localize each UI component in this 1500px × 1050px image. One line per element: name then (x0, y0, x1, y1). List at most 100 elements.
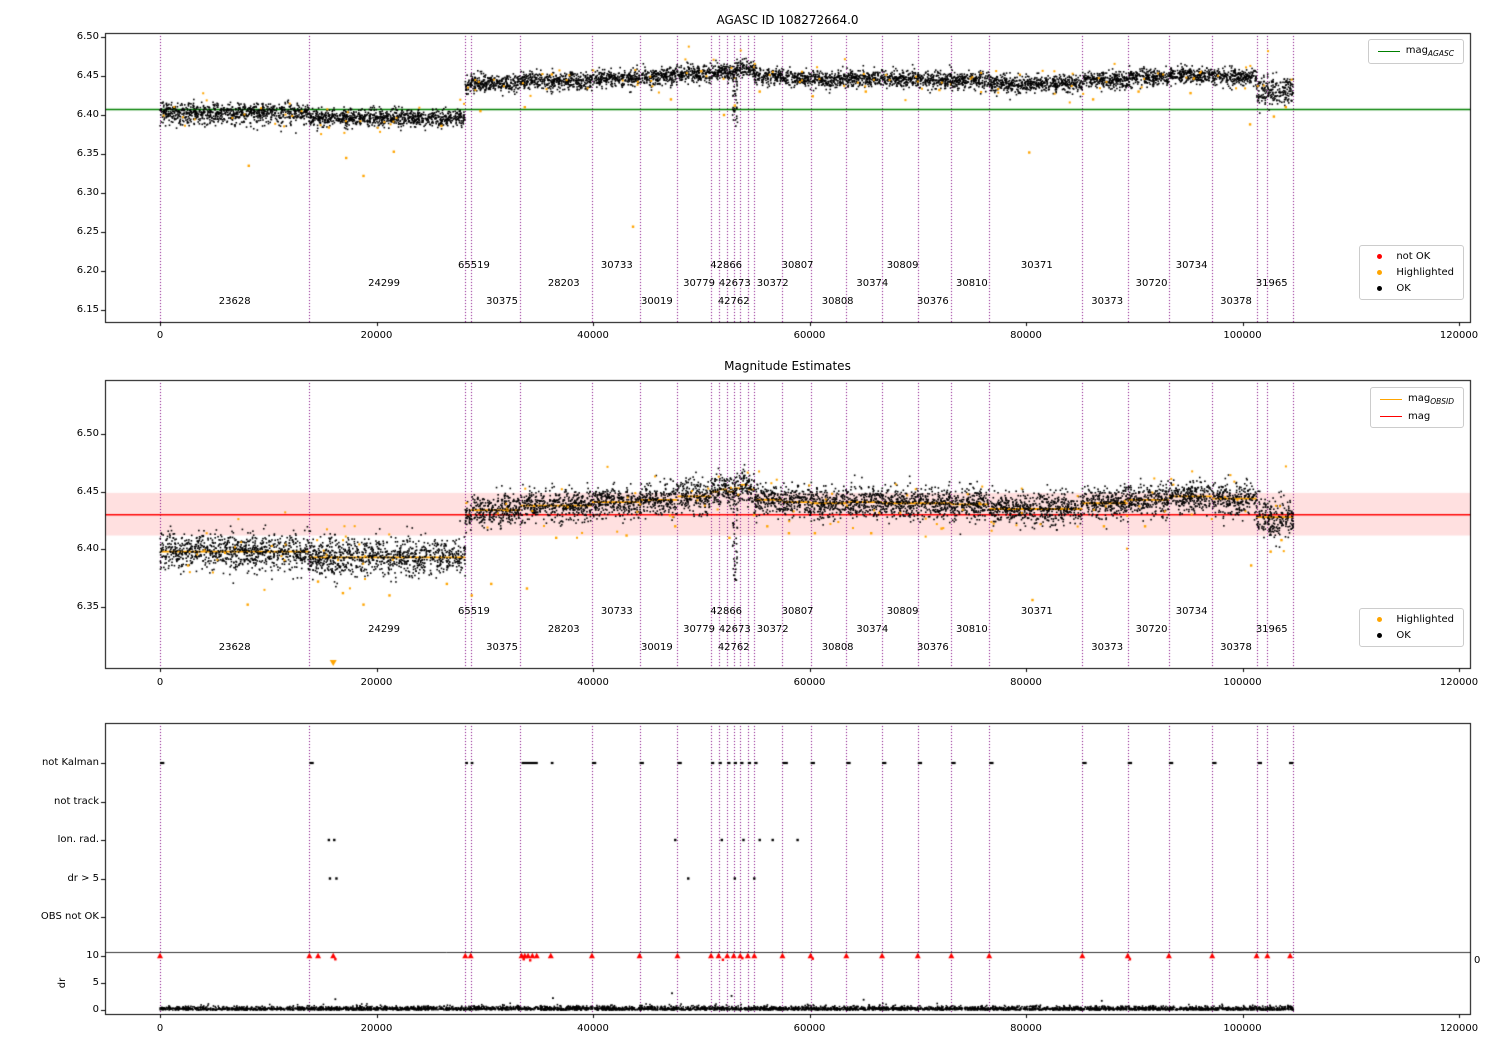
legend-line-sample (1379, 399, 1402, 400)
plot2-line-legend: magOBSID mag (1369, 387, 1464, 428)
flag-category-label: Ion. rad. (57, 834, 99, 845)
obsid-label: 23628 (218, 296, 251, 307)
legend-line-sample (1379, 416, 1402, 417)
legend-marker-dot (1377, 254, 1383, 259)
plot1-marker-legend: not OK Highlighted OK (1359, 245, 1464, 300)
plot1-x-tick-label: 80000 (1010, 330, 1042, 341)
obsid-label: 30019 (640, 296, 673, 307)
obsid-label: 30374 (856, 278, 889, 289)
plot2-x-tick-label: 120000 (1439, 677, 1479, 688)
obsid-label: 30378 (1220, 296, 1252, 307)
obsid-label: 65519 (458, 606, 490, 617)
obsid-label: 31965 (1255, 624, 1288, 635)
obsid-label: 30808 (821, 642, 854, 653)
legend-marker-dot (1377, 286, 1383, 291)
legend-label: Highlighted (1396, 267, 1454, 278)
dr-tick-label: 5 (92, 977, 99, 988)
flag-category-label: dr > 5 (67, 872, 99, 884)
legend-marker-dot (1377, 633, 1383, 638)
plot2-x-tick-label: 0 (156, 677, 164, 688)
obsid-label: 42762 (717, 296, 750, 307)
obsid-label: 30371 (1020, 260, 1053, 271)
obsid-label: 30733 (600, 260, 633, 271)
legend-entry: mag (1379, 411, 1454, 422)
obsid-label: 30373 (1091, 296, 1124, 307)
legend-entry: magOBSID (1379, 393, 1454, 406)
legend-entry: OK (1369, 630, 1454, 641)
obsid-label: 30733 (600, 606, 633, 617)
plot2-title: Magnitude Estimates (724, 359, 851, 373)
legend-label: magAGASC (1405, 45, 1454, 58)
legend-entry: magAGASC (1377, 45, 1454, 58)
obsid-label: 30371 (1020, 606, 1053, 617)
obsid-label: 30372 (756, 278, 789, 289)
legend-label: magOBSID (1407, 393, 1454, 406)
dr-axis-label: dr (57, 977, 68, 989)
plot2-y-tick-label: 6.45 (76, 485, 99, 497)
legend-label: OK (1396, 283, 1411, 294)
obsid-label: 30374 (856, 624, 889, 635)
obsid-label: 30734 (1175, 260, 1208, 271)
plot1-y-tick-label: 6.25 (76, 226, 99, 238)
legend-entry: not OK (1369, 251, 1454, 262)
obsid-label: 42673 (718, 278, 751, 289)
obsid-label: 30734 (1175, 606, 1208, 617)
obsid-label: 24299 (368, 624, 400, 635)
plot1-y-tick-label: 6.50 (76, 30, 99, 42)
obsid-label: 30019 (640, 642, 673, 653)
obsid-label: 30378 (1220, 642, 1252, 653)
plot1-y-tick-label: 6.20 (76, 265, 99, 277)
obsid-label: 30808 (821, 296, 854, 307)
obsid-label: 30720 (1135, 624, 1168, 635)
plot1-x-tick-label: 120000 (1439, 330, 1479, 341)
plot1-title: AGASC ID 108272664.0 (716, 13, 859, 27)
plot1-x-tick-label: 0 (156, 330, 164, 341)
obsid-label: 30372 (756, 624, 789, 635)
plot2-y-tick-label: 6.35 (76, 600, 99, 612)
plot1-y-tick-label: 6.30 (76, 187, 99, 199)
obsid-label: 30375 (486, 296, 518, 307)
obsid-label: 30779 (683, 624, 715, 635)
legend-label: not OK (1396, 251, 1431, 262)
plot1-x-tick-label: 100000 (1223, 330, 1262, 341)
flag-category-label: OBS not OK (40, 911, 99, 922)
obsid-label: 31965 (1255, 278, 1288, 289)
obsid-label: 42762 (717, 642, 750, 653)
legend-label: mag (1407, 411, 1431, 422)
obsid-label: 30779 (683, 278, 715, 289)
plot3-x-tick-label: 20000 (360, 1023, 393, 1034)
legend-entry: Highlighted (1369, 267, 1454, 278)
obsid-label: 42673 (718, 624, 751, 635)
obsid-label: 24299 (368, 278, 400, 289)
plot1-y-tick-label: 6.35 (76, 148, 99, 160)
obsid-label: 30720 (1135, 278, 1168, 289)
obsid-label: 30807 (781, 606, 814, 617)
plot2-marker-legend: Highlighted OK (1359, 608, 1464, 647)
obsid-label: 30810 (955, 278, 988, 289)
obsid-label: 30373 (1091, 642, 1124, 653)
flag-category-label: not track (53, 795, 99, 807)
plot2-x-tick-label: 20000 (360, 677, 393, 688)
plot3-x-tick-label: 0 (156, 1023, 164, 1034)
plot1-x-tick-label: 60000 (793, 330, 826, 341)
plot1-x-tick-label: 20000 (360, 330, 393, 341)
plot3-x-tick-label: 40000 (577, 1023, 609, 1034)
plot2-x-tick-label: 40000 (577, 677, 609, 688)
obsid-label: 28203 (547, 278, 580, 289)
plot1-line-legend: magAGASC (1367, 39, 1464, 64)
plot1-x-tick-label: 40000 (577, 330, 609, 341)
legend-marker-dot (1377, 270, 1383, 275)
plot1-y-tick-label: 6.40 (76, 109, 99, 120)
legend-label: OK (1396, 630, 1411, 641)
obsid-label: 30376 (916, 642, 949, 653)
plot3-x-tick-label: 100000 (1223, 1023, 1262, 1034)
plot3-x-tick-label: 120000 (1439, 1023, 1479, 1034)
right-axis-tick-label: 0 (1474, 955, 1481, 966)
legend-marker-dot (1377, 617, 1383, 622)
plot2-x-tick-label: 80000 (1010, 677, 1042, 688)
legend-entry: OK (1369, 283, 1454, 294)
plot2-y-tick-label: 6.50 (76, 428, 99, 440)
